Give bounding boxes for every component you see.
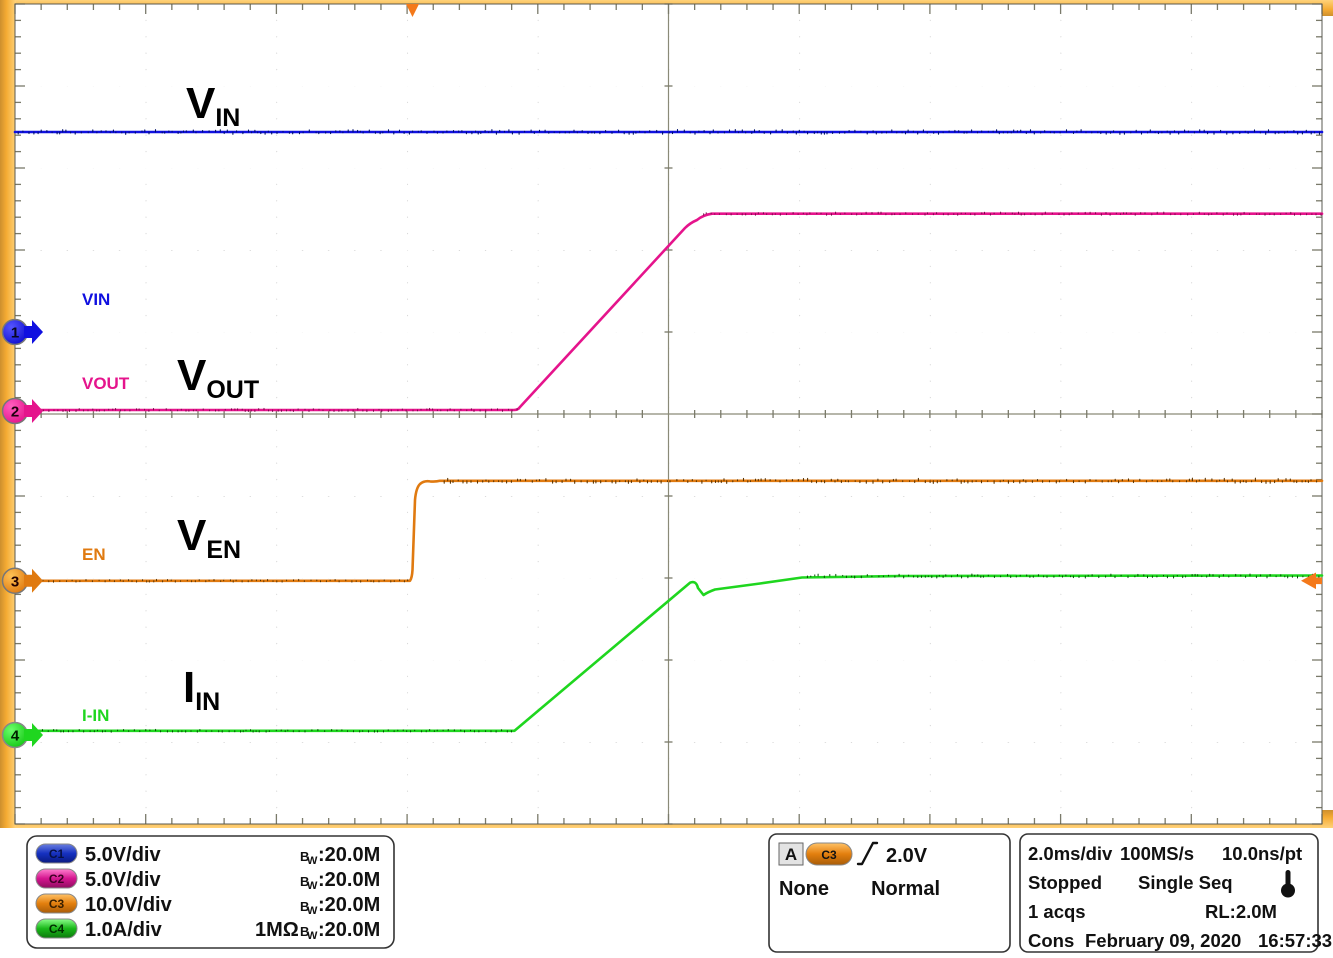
svg-text:Cons: Cons	[1028, 930, 1074, 951]
svg-text:C3: C3	[49, 897, 65, 911]
svg-text:2: 2	[11, 404, 19, 421]
svg-text:W: W	[307, 905, 318, 917]
svg-text:3: 3	[11, 573, 19, 590]
svg-text:5.0V/div: 5.0V/div	[85, 844, 161, 866]
svg-text:1MΩ: 1MΩ	[255, 919, 299, 941]
svg-text:1.0A/div: 1.0A/div	[85, 919, 163, 941]
svg-text:2.0V: 2.0V	[886, 845, 928, 867]
svg-text:W: W	[307, 855, 318, 867]
svg-text:RL:2.0M: RL:2.0M	[1205, 901, 1277, 922]
svg-text:A: A	[785, 845, 797, 864]
svg-text:C2: C2	[49, 872, 65, 886]
svg-text:5.0V/div: 5.0V/div	[85, 869, 161, 891]
svg-text:100MS/s: 100MS/s	[1120, 843, 1194, 864]
svg-text:10.0V/div: 10.0V/div	[85, 894, 173, 916]
svg-text:VOUT: VOUT	[82, 374, 130, 393]
svg-text:W: W	[307, 880, 318, 892]
svg-text:I-IN: I-IN	[82, 706, 109, 725]
svg-text:EN: EN	[82, 545, 106, 564]
svg-text::20.0M: :20.0M	[318, 919, 380, 941]
svg-text:Single Seq: Single Seq	[1138, 872, 1233, 893]
svg-text:C4: C4	[49, 922, 65, 936]
svg-text:2.0ms/div: 2.0ms/div	[1028, 843, 1113, 864]
svg-text:1 acqs: 1 acqs	[1028, 901, 1086, 922]
svg-text:VIN: VIN	[82, 290, 110, 309]
svg-text:Stopped: Stopped	[1028, 872, 1102, 893]
svg-text:10.0ns/pt: 10.0ns/pt	[1222, 843, 1302, 864]
svg-text:Normal: Normal	[871, 878, 940, 900]
svg-text:None: None	[779, 878, 829, 900]
svg-text:4: 4	[11, 728, 20, 745]
svg-text:C3: C3	[821, 848, 837, 862]
svg-text::20.0M: :20.0M	[318, 869, 380, 891]
svg-text:16:57:33: 16:57:33	[1258, 930, 1332, 951]
svg-text::20.0M: :20.0M	[318, 894, 380, 916]
svg-text::20.0M: :20.0M	[318, 844, 380, 866]
svg-text:C1: C1	[49, 847, 65, 861]
svg-text:February 09, 2020: February 09, 2020	[1085, 930, 1241, 951]
svg-text:1: 1	[11, 325, 19, 342]
svg-text:W: W	[307, 930, 318, 942]
